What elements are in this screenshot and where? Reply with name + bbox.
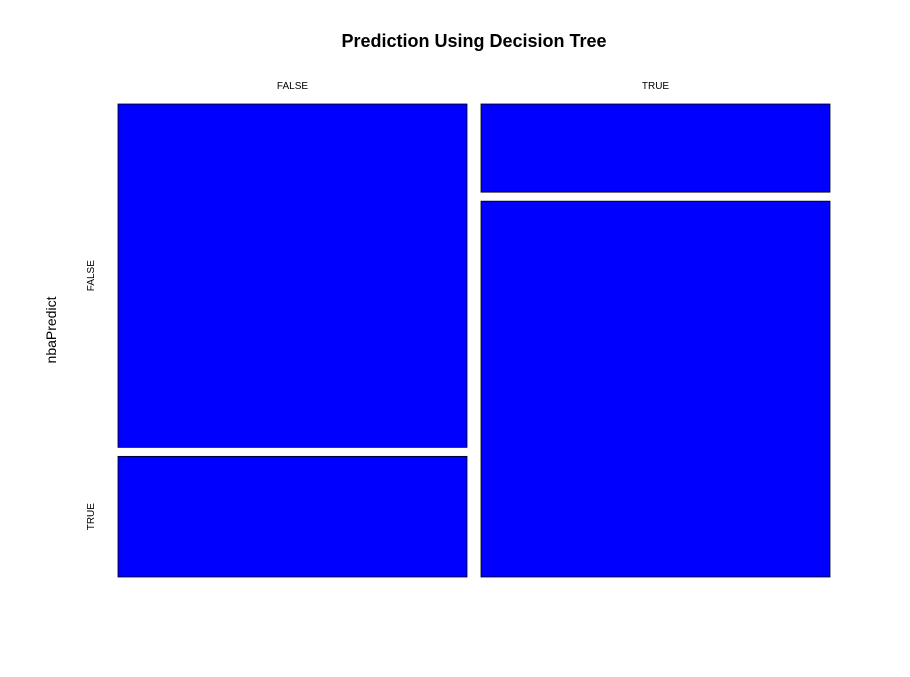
chart-title: Prediction Using Decision Tree (341, 31, 606, 51)
mosaic-tile-false-false (117, 103, 468, 448)
y-axis-label: nbaPredict (43, 296, 59, 363)
row-label-true: TRUE (86, 503, 97, 531)
column-label-false: FALSE (277, 81, 308, 92)
row-labels: FALSE TRUE (86, 260, 97, 531)
mosaic-tile-true-true (480, 200, 831, 578)
mosaic-tiles (117, 103, 831, 578)
mosaic-tile-true-false (480, 103, 831, 193)
mosaic-tile-false-true (117, 455, 468, 578)
column-label-true: TRUE (642, 81, 670, 92)
column-labels: FALSE TRUE (277, 81, 670, 92)
row-label-false: FALSE (86, 260, 97, 291)
